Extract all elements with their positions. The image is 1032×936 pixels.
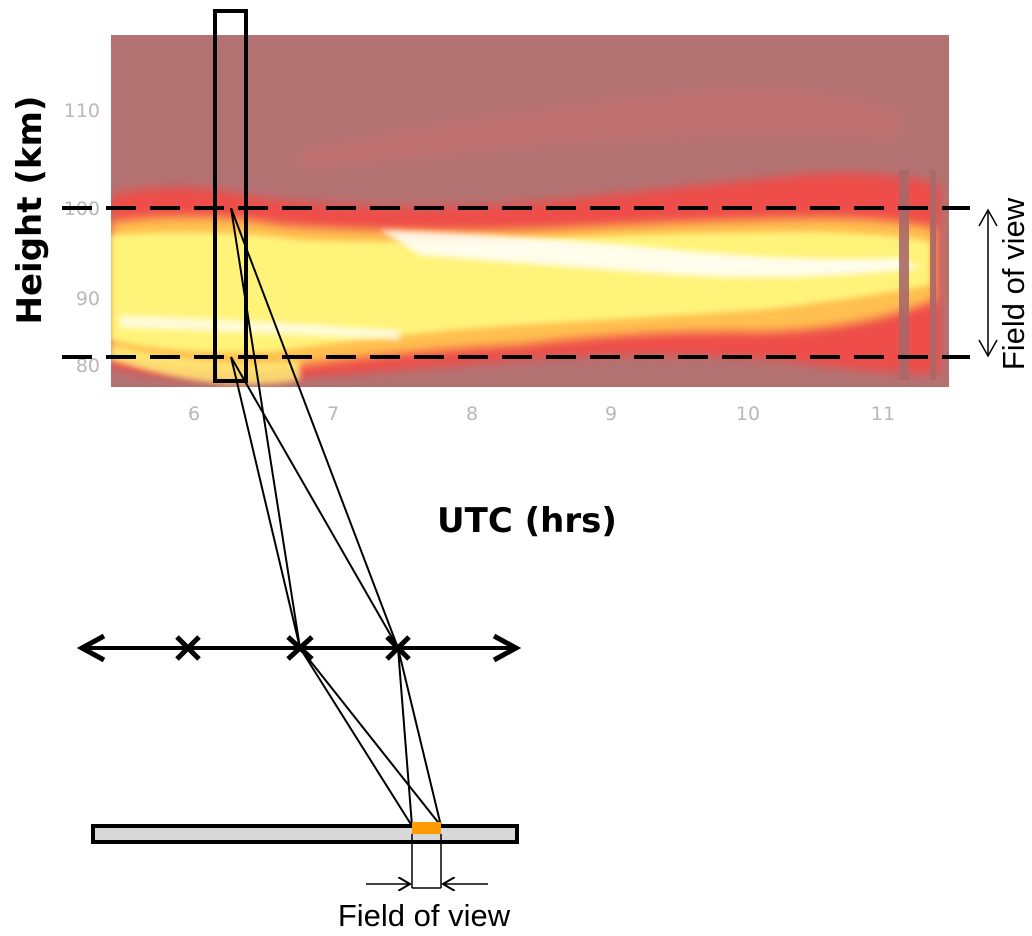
white-bright-streak: [380, 230, 920, 278]
selected-time-column: [213, 9, 248, 383]
fov-arrow-down-icon: [978, 339, 998, 358]
detector-pixel: [412, 822, 441, 834]
x-tick-labels: 6 7 8 9 10 11: [188, 403, 895, 425]
fov-vertical-label: Field of view: [996, 197, 1031, 370]
lower-yellow-hump: [111, 345, 300, 385]
white-left-streak: [120, 315, 400, 340]
vertical-artifact-1: [899, 170, 909, 380]
ray: [299, 647, 413, 827]
x-tick-label: 10: [736, 403, 760, 425]
airglow-image: [111, 35, 949, 387]
ray: [299, 647, 442, 827]
x-tick-label: 11: [871, 403, 895, 425]
x-tick-label: 9: [605, 403, 617, 425]
lens-x-icon: [385, 635, 411, 661]
ray: [397, 647, 413, 827]
y-axis-title: Height (km): [10, 96, 50, 325]
axis-arrow-right-icon: [492, 633, 522, 663]
detector-bar: [91, 824, 519, 844]
y-tick-label: 110: [64, 100, 100, 122]
lens-x-icon: [175, 635, 201, 661]
y-tick-labels: 110 100 90 80: [64, 100, 100, 377]
lens-x-icon: [286, 635, 314, 661]
projection-rays: [230, 207, 442, 827]
x-tick-label: 7: [327, 403, 339, 425]
upper-faint-streak: [300, 87, 900, 170]
fov-bottom-label: Field of view: [338, 898, 511, 933]
ray: [230, 356, 301, 649]
ray: [230, 207, 399, 649]
x-axis-title: UTC (hrs): [437, 501, 617, 541]
ray: [397, 647, 442, 827]
ray: [230, 356, 399, 649]
fov-arrow-up-icon: [978, 208, 998, 227]
ray: [230, 207, 301, 649]
y-tick-label: 80: [76, 355, 100, 377]
axis-arrow-left-icon: [76, 633, 106, 663]
x-tick-label: 6: [188, 403, 200, 425]
x-tick-label: 8: [466, 403, 478, 425]
y-tick-label: 90: [76, 288, 100, 310]
vertical-artifact-2: [930, 170, 936, 380]
